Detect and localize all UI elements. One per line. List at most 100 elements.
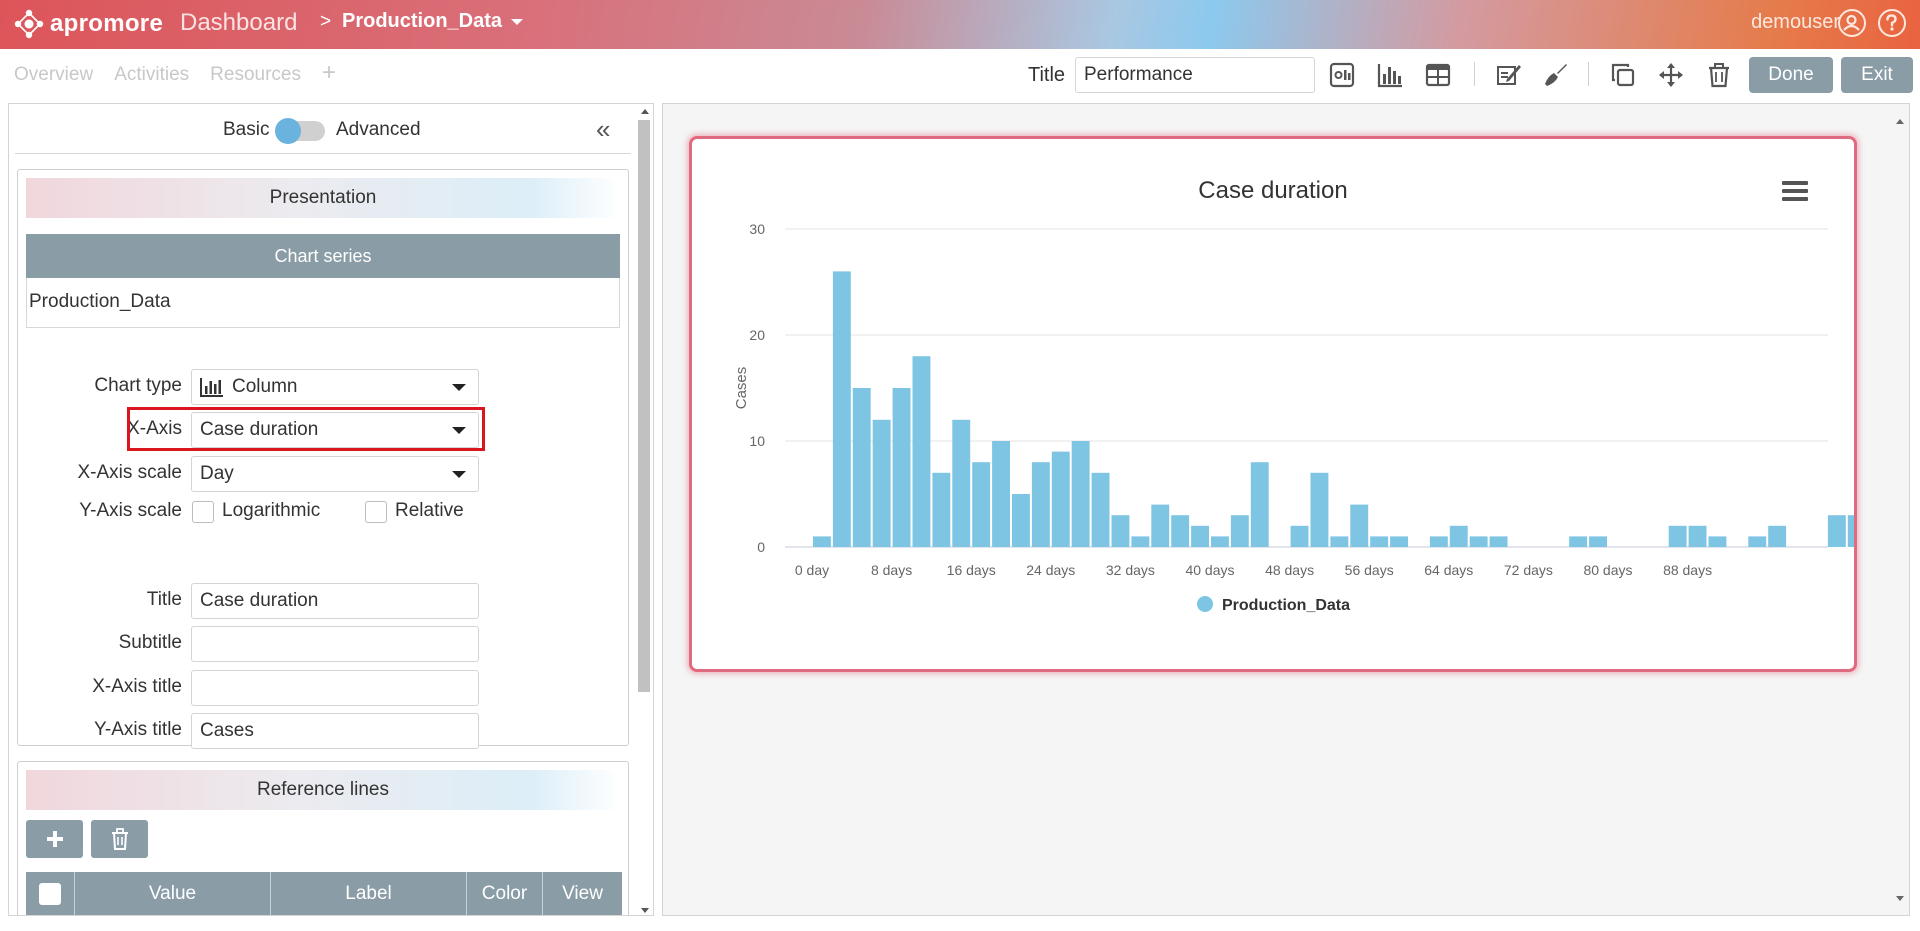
copy-icon — [1611, 63, 1635, 87]
subtitle-input[interactable] — [191, 626, 479, 662]
collapse-panel-icon[interactable]: « — [596, 114, 611, 144]
x-tick-label: 24 days — [1026, 562, 1075, 578]
histogram-bar — [1708, 536, 1727, 547]
histogram-bar — [1091, 472, 1110, 547]
settings-scrollbar[interactable] — [638, 118, 650, 910]
chart-widget[interactable]: Case duration 0 10 20 30 Cases 0 day 8 days 16 … — [689, 136, 1857, 672]
y-axis-title: Cases — [733, 367, 750, 410]
x-axis-select[interactable]: Case duration — [191, 412, 479, 448]
chart-title: Case duration — [1198, 177, 1348, 204]
chart-type-value: Column — [232, 376, 298, 397]
reference-lines-actions — [26, 820, 326, 860]
tab-resources[interactable]: Resources — [210, 64, 301, 85]
mode-toggle-switch[interactable] — [275, 118, 325, 144]
x-axis-label: X-Axis — [127, 418, 182, 439]
brush-icon — [1545, 64, 1567, 86]
relative-label: Relative — [395, 500, 464, 521]
duplicate-widget-button[interactable] — [1606, 58, 1640, 92]
delete-reference-line-button[interactable] — [91, 820, 148, 858]
scroll-down-icon[interactable] — [639, 906, 651, 916]
chart-menu-icon[interactable] — [1782, 181, 1808, 201]
delete-widget-button[interactable] — [1702, 58, 1736, 92]
relative-checkbox[interactable] — [365, 501, 387, 523]
add-reference-line-button[interactable] — [26, 820, 83, 858]
advanced-mode-label: Advanced — [336, 119, 421, 140]
x-tick-label: 0 day — [795, 562, 829, 578]
exit-button[interactable]: Exit — [1841, 57, 1913, 93]
y-axis-scale-label: Y-Axis scale — [79, 500, 182, 521]
x-axis-scale-row: X-Axis scale Day — [18, 456, 630, 492]
chart-series-heading: Chart series — [26, 234, 620, 278]
basic-mode-label: Basic — [223, 119, 270, 140]
chart-title-label: Title — [146, 589, 182, 610]
chevron-down-icon — [452, 427, 466, 434]
histogram-bar — [1290, 525, 1309, 547]
trash-icon — [1709, 63, 1729, 88]
histogram-bar — [1071, 441, 1090, 547]
ref-col-value[interactable]: Value — [75, 872, 271, 915]
ref-col-label[interactable]: Label — [271, 872, 467, 915]
chevron-down-icon — [452, 384, 466, 391]
x-tick-label: 40 days — [1185, 562, 1234, 578]
kpi-widget-button[interactable] — [1325, 58, 1359, 92]
select-all-checkbox[interactable] — [39, 883, 61, 905]
help-icon[interactable] — [1878, 9, 1906, 37]
legend-label: Production_Data — [1222, 597, 1350, 614]
chevron-down-icon — [452, 471, 466, 478]
x-tick-label: 64 days — [1424, 562, 1473, 578]
panel-divider — [15, 153, 631, 154]
breadcrumb-dashboard[interactable]: Dashboard — [180, 9, 298, 36]
reference-lines-table-header: Value Label Color View — [26, 872, 622, 915]
preview-scrollbar[interactable] — [1894, 116, 1906, 906]
chart-type-label: Chart type — [94, 375, 182, 396]
ref-col-color[interactable]: Color — [467, 872, 543, 915]
histogram-bar — [872, 419, 891, 547]
widget-title-label: Title — [1028, 64, 1066, 86]
logarithmic-label: Logarithmic — [222, 500, 321, 521]
widget-title-input[interactable] — [1075, 57, 1315, 93]
histogram-bar — [1111, 515, 1130, 547]
log-selector[interactable]: Production_Data — [342, 10, 524, 33]
edit-widget-button[interactable] — [1492, 58, 1526, 92]
user-account-icon[interactable] — [1838, 9, 1866, 37]
x-axis-highlight-box — [127, 407, 485, 451]
chart-title-input[interactable] — [191, 583, 479, 619]
y-tick-label: 0 — [757, 539, 765, 555]
username[interactable]: demouser — [1751, 11, 1840, 33]
x-axis-row: X-Axis Case duration — [18, 407, 630, 451]
settings-panel: Basic Advanced « Presentation Chart seri… — [8, 103, 654, 916]
scroll-up-icon[interactable] — [639, 106, 651, 116]
table-widget-button[interactable] — [1421, 58, 1455, 92]
chart-widget-button[interactable] — [1373, 58, 1407, 92]
tab-overview[interactable]: Overview — [14, 64, 94, 85]
histogram-bar — [1569, 536, 1588, 547]
histogram-bar — [1350, 504, 1369, 547]
ref-col-view[interactable]: View — [562, 883, 603, 904]
settings-scroll-thumb[interactable] — [638, 120, 650, 692]
x-axis-title-input[interactable] — [191, 670, 479, 706]
histogram-bar — [1768, 525, 1787, 547]
logarithmic-checkbox[interactable] — [192, 501, 214, 523]
toolbar-divider — [1474, 62, 1475, 86]
chart-type-select[interactable]: Column — [191, 369, 479, 405]
x-tick-label: 32 days — [1106, 562, 1155, 578]
y-axis-scale-row: Y-Axis scale Logarithmic Relative — [18, 494, 630, 530]
apromore-logo[interactable]: apromore — [14, 9, 163, 39]
x-axis-scale-select[interactable]: Day — [191, 456, 479, 492]
kpi-icon — [1329, 62, 1355, 88]
style-widget-button[interactable] — [1538, 58, 1572, 92]
bar-chart-icon — [1377, 64, 1402, 88]
done-button[interactable]: Done — [1749, 57, 1833, 93]
trash-icon — [111, 828, 128, 850]
y-axis-title-input[interactable] — [191, 713, 479, 749]
table-icon — [1425, 63, 1451, 87]
add-tab-button[interactable]: + — [321, 59, 336, 86]
breadcrumb-separator: > — [320, 11, 332, 32]
move-widget-button[interactable] — [1654, 58, 1688, 92]
reference-lines-heading: Reference lines — [26, 770, 620, 810]
chart-series-item[interactable]: Production_Data — [26, 278, 620, 328]
tab-activities[interactable]: Activities — [114, 64, 190, 85]
histogram-bar — [1370, 536, 1389, 547]
histogram-bar — [1847, 515, 1854, 547]
subtitle-row: Subtitle — [18, 626, 630, 662]
